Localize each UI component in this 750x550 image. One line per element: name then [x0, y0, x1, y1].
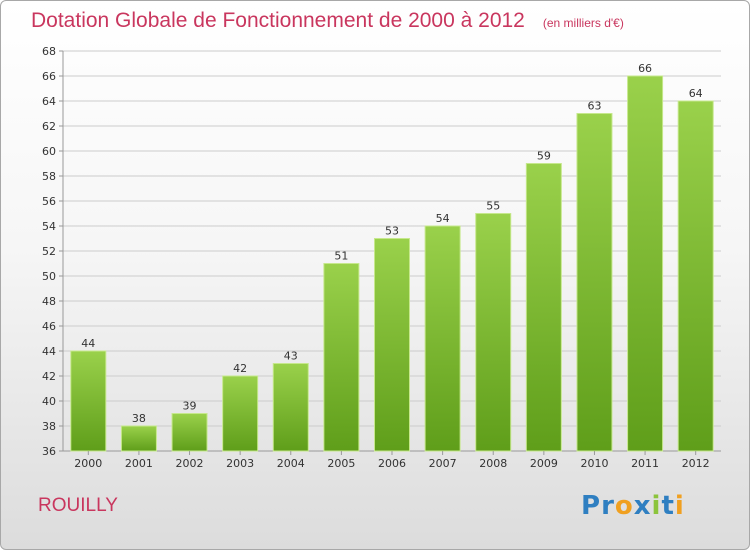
data-labels: 44 38 39 42 43 51 53 54 55 59 63 66 64 [81, 62, 702, 425]
bar [374, 238, 410, 452]
logo-letter: i [651, 491, 662, 521]
data-label: 66 [638, 62, 652, 75]
y-tick-label: 50 [42, 270, 56, 283]
y-tick-labels: 36 38 40 42 44 46 48 50 52 54 56 58 60 62 64 66 68 [42, 45, 56, 458]
x-tick-label: 2003 [226, 457, 254, 470]
bar [475, 213, 512, 452]
bar [171, 413, 208, 452]
chart-title: Dotation Globale de Fonctionnement de 20… [31, 9, 525, 32]
x-tick-label: 2011 [631, 457, 659, 470]
data-label: 63 [587, 100, 601, 113]
logo-letter: x [633, 491, 652, 521]
bar [70, 350, 107, 452]
data-label: 51 [334, 250, 348, 263]
y-tick-label: 66 [42, 70, 56, 83]
data-label: 39 [183, 400, 197, 413]
logo-letter: o [614, 491, 634, 521]
data-label: 64 [689, 87, 703, 100]
commune-name: ROUILLY [38, 495, 118, 516]
y-tick-label: 64 [42, 95, 56, 108]
x-tick-label: 2000 [74, 457, 102, 470]
bar [272, 363, 309, 452]
logo-letter: i [674, 491, 685, 521]
bar [576, 113, 613, 452]
bar [120, 425, 157, 452]
logo-letter: r [601, 491, 615, 521]
x-tick-labels: 2000 2001 2002 2003 2004 2005 2006 2007 2008 2009… [74, 451, 710, 470]
title-row: Dotation Globale de Fonctionnement de 20… [31, 9, 624, 33]
bar [677, 100, 714, 452]
y-tick-label: 44 [42, 345, 56, 358]
bar [222, 375, 259, 452]
logo-letter: P [581, 491, 602, 521]
x-tick-label: 2002 [176, 457, 204, 470]
y-tick-label: 62 [42, 120, 56, 133]
bar [424, 225, 461, 452]
y-tick-label: 36 [42, 445, 56, 458]
y-tick-label: 42 [42, 370, 56, 383]
y-tick-label: 54 [42, 220, 56, 233]
data-label: 43 [284, 350, 298, 363]
bars [70, 75, 714, 452]
bar [525, 163, 562, 452]
x-tick-label: 2001 [125, 457, 153, 470]
proxiti-logo: Proxiti [581, 491, 685, 521]
x-tick-label: 2009 [530, 457, 558, 470]
data-label: 55 [486, 200, 500, 213]
data-label: 38 [132, 412, 146, 425]
y-tick-label: 56 [42, 195, 56, 208]
data-label: 44 [81, 337, 95, 350]
data-label: 42 [233, 362, 247, 375]
y-tick-label: 40 [42, 395, 56, 408]
data-label: 59 [537, 150, 551, 163]
x-tick-label: 2010 [580, 457, 608, 470]
y-tick-label: 58 [42, 170, 56, 183]
x-tick-label: 2006 [378, 457, 406, 470]
y-tick-label: 46 [42, 320, 56, 333]
y-tick-label: 52 [42, 245, 56, 258]
logo-letter: t [661, 491, 675, 521]
x-tick-label: 2005 [327, 457, 355, 470]
y-tick-label: 48 [42, 295, 56, 308]
bar [323, 263, 360, 452]
bar [627, 75, 664, 452]
data-label: 53 [385, 225, 399, 238]
x-tick-label: 2007 [429, 457, 457, 470]
y-tick-label: 68 [42, 45, 56, 58]
y-tick-label: 38 [42, 420, 56, 433]
y-tick-label: 60 [42, 145, 56, 158]
data-label: 54 [436, 212, 450, 225]
x-tick-label: 2004 [277, 457, 305, 470]
x-tick-label: 2012 [682, 457, 710, 470]
unit-note: (en milliers d'€) [542, 16, 624, 30]
x-tick-label: 2008 [479, 457, 507, 470]
